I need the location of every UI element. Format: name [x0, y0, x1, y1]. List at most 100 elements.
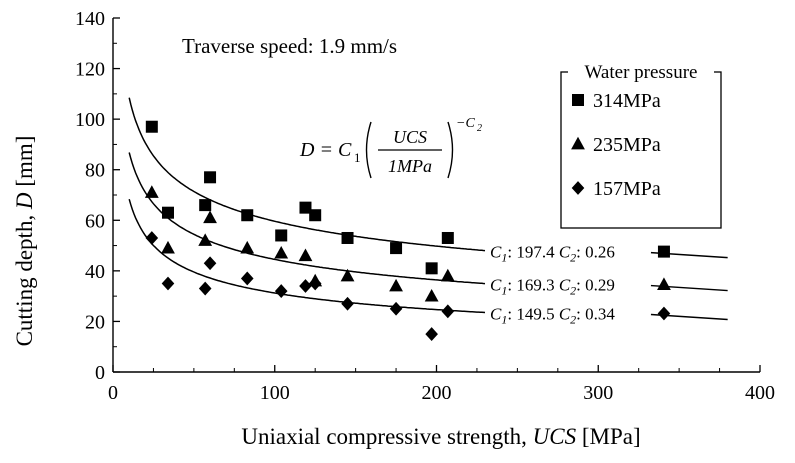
y-tick-label: 120	[75, 59, 105, 81]
x-tick-label: 100	[260, 382, 290, 404]
data-point-157MPa	[341, 296, 354, 311]
data-point-314MPa	[204, 171, 217, 184]
data-point-314MPa	[390, 242, 403, 255]
y-tick-label: 40	[85, 261, 105, 283]
fit-label-c2-sub: 2	[570, 312, 576, 326]
legend-label-235MPa: 235MPa	[593, 134, 661, 156]
formula-exponent: −C	[456, 116, 475, 131]
fit-label-c2-sub: 2	[570, 284, 576, 298]
fit-label-314MPa: C1: 197.4 C2: 0.26	[490, 243, 615, 265]
data-point-235MPa	[161, 240, 175, 254]
axes: 0 100 200 300 400 0 20 40 60 80 100 120 140	[75, 8, 775, 404]
data-point-314MPa	[309, 209, 322, 222]
formula-right-paren	[447, 121, 454, 179]
data-point-235MPa	[340, 268, 355, 282]
fit-label-c2-value: : 0.26	[576, 243, 615, 262]
legend-title: Water pressure	[585, 62, 698, 83]
data-point-157MPa	[308, 276, 322, 291]
fit-label-c1-value: : 169.3	[507, 276, 558, 295]
data-point-314MPa	[341, 231, 354, 244]
y-axis-title-var: D	[12, 192, 37, 210]
fit-curve-235MPa	[128, 152, 486, 285]
data-point-157MPa	[161, 276, 175, 291]
legend-title-bg	[568, 61, 714, 83]
data-point-157MPa	[145, 231, 159, 245]
x-tick-label: 200	[422, 382, 452, 404]
y-tick-label: 20	[85, 311, 105, 333]
fit-label-c1-sub: 1	[501, 312, 507, 326]
fit-label-c2-value: : 0.34	[576, 304, 615, 323]
data-point-235MPa	[389, 278, 403, 292]
fit-curve-314MPa	[128, 97, 486, 252]
x-axis-title-unit: [MPa]	[576, 424, 641, 449]
data-point-314MPa	[299, 201, 312, 214]
fit-key-marker-314MPa	[657, 245, 670, 258]
data-point-314MPa	[145, 120, 158, 133]
fit-label-c1-sub: 1	[501, 284, 507, 298]
y-axis-title-main: Cutting depth,	[12, 209, 37, 346]
fit-label-c2-value: : 0.29	[576, 276, 615, 295]
fit-label-c2-sub: 2	[570, 251, 576, 265]
legend-label-157MPa: 157MPa	[593, 178, 661, 200]
fit-label-c1-symbol: C	[490, 304, 502, 323]
fit-label-c1-sub: 1	[501, 251, 507, 265]
formula-sub1: 1	[354, 150, 361, 165]
y-tick-label: 80	[85, 160, 105, 182]
data-point-314MPa	[241, 209, 254, 222]
fit-label-c2-symbol: C	[559, 276, 571, 295]
legend-box	[560, 71, 722, 229]
legend: Water pressure 314MPa 235MPa 157MPa	[560, 61, 722, 229]
fit-label-c1-symbol: C	[490, 276, 502, 295]
data-point-235MPa	[144, 185, 159, 198]
fit-label-c1-value: : 197.4	[507, 243, 558, 262]
data-point-314MPa	[199, 199, 212, 212]
fit-label-157MPa: C1: 149.5 C2: 0.34	[490, 304, 615, 326]
traverse-speed-annotation: Traverse speed: 1.9 mm/s	[182, 34, 397, 58]
fit-label-c2-symbol: C	[559, 243, 571, 262]
data-point-235MPa	[240, 240, 255, 254]
fit-formula: D = C 1 UCS 1MPa −C 2	[299, 116, 482, 179]
y-tick-label: 60	[85, 210, 105, 232]
legend-entries: 314MPa 235MPa 157MPa	[571, 90, 661, 200]
data-point-235MPa	[198, 233, 213, 246]
y-axis-title-unit: [mm]	[12, 136, 37, 193]
data-point-235MPa	[424, 288, 439, 302]
formula-denominator: 1MPa	[388, 156, 432, 176]
fit-label-235MPa: C1: 169.3 C2: 0.29	[490, 276, 615, 298]
x-tick-label: 0	[108, 382, 118, 404]
x-tick-label: 400	[745, 382, 775, 404]
x-axis-title-var: UCS	[533, 424, 577, 449]
formula-numerator: UCS	[393, 127, 427, 147]
fit-key-marker-235MPa	[657, 277, 671, 290]
formula-lhs: D = C	[299, 139, 352, 161]
data-point-157MPa	[274, 284, 288, 298]
fit-key-marker-157MPa	[657, 306, 671, 321]
data-point-235MPa	[298, 248, 313, 262]
data-point-314MPa	[425, 262, 438, 275]
data-point-157MPa	[441, 304, 455, 319]
data-points	[144, 120, 455, 341]
data-point-314MPa	[441, 231, 454, 244]
y-tick-label: 0	[95, 362, 105, 384]
data-point-235MPa	[203, 210, 217, 224]
data-point-157MPa	[299, 279, 312, 293]
legend-label-314MPa: 314MPa	[593, 90, 661, 112]
data-point-157MPa	[389, 301, 403, 316]
y-axis-title: Cutting depth, D [mm]	[12, 136, 37, 347]
data-point-314MPa	[161, 206, 174, 219]
y-tick-label: 100	[75, 109, 105, 131]
data-point-157MPa	[203, 256, 217, 271]
fit-label-c2-symbol: C	[559, 304, 571, 323]
legend-marker-314MPa	[572, 94, 584, 106]
formula-exponent-sub: 2	[477, 123, 482, 134]
y-tick-label: 140	[75, 8, 105, 30]
formula-left-paren	[365, 121, 372, 179]
fit-curves	[128, 97, 486, 314]
data-point-157MPa	[425, 327, 438, 341]
data-point-235MPa	[440, 268, 455, 282]
fit-label-c1-symbol: C	[490, 243, 502, 262]
data-point-314MPa	[275, 229, 288, 242]
fit-curve-157MPa	[128, 198, 486, 314]
